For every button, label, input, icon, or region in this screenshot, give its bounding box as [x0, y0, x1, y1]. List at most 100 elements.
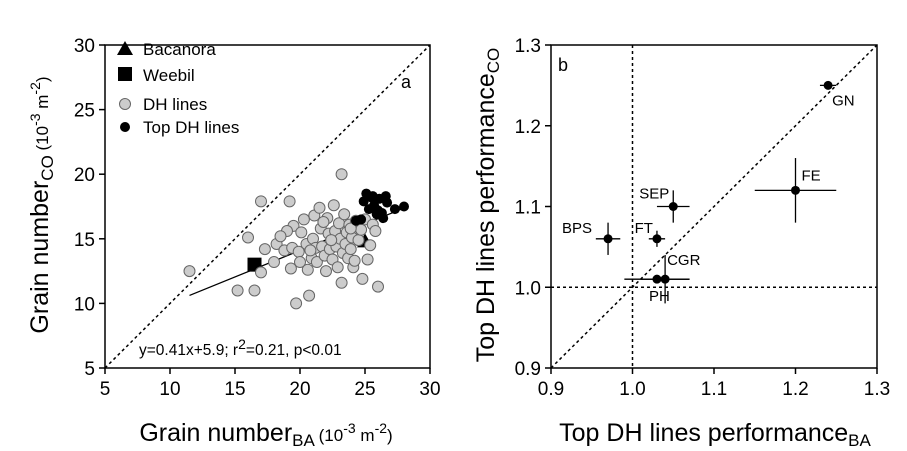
- dh-line-point: [352, 234, 365, 247]
- b-y-ticks: 0.9 1.0 1.1 1.2 1.3: [515, 36, 551, 380]
- a-one-to-one-dashed-line: [104, 44, 431, 369]
- dh-line-point: [303, 289, 316, 302]
- top-dh-line-point: [382, 197, 393, 208]
- b-reference-lines: [550, 44, 878, 369]
- dh-line-point: [295, 226, 308, 239]
- b-data-point: [652, 274, 662, 284]
- dh-line-point: [327, 199, 340, 212]
- dh-line-point: [335, 168, 348, 181]
- panel-a: 5 10 15 20 25 30 5 10 15 20 25 30 a Bacanora Weebi…: [26, 36, 441, 450]
- a-regression-annotation: y=0.41x+5.9; r2=0.21, p<0.01: [139, 336, 342, 359]
- b-y-tick-label: 1.0: [515, 278, 541, 299]
- b-y-tick-label: 1.2: [515, 117, 541, 138]
- b-data-point: [603, 234, 613, 244]
- a-x-tick-label: 10: [159, 379, 180, 400]
- top-dh-line-point: [399, 201, 409, 212]
- a-x-tick-label: 25: [354, 379, 375, 400]
- top-dh-line-point: [389, 204, 400, 215]
- top-dh-line-point: [367, 191, 378, 202]
- legend-label-weebil: Weebil: [143, 66, 195, 85]
- a-y-axis-label: Grain numberCO (10-3 m-2): [26, 76, 57, 333]
- dh-line-point: [255, 195, 267, 208]
- b-point-label: SEP: [639, 186, 669, 203]
- dh-line-point: [356, 272, 369, 285]
- top-dh-line-point: [358, 196, 369, 207]
- legend-marker-triangle: [117, 41, 133, 55]
- a-x-tick-label: 15: [224, 379, 245, 400]
- b-data-points: GN FE SEP FT BPS CGR PH: [562, 80, 855, 305]
- b-y-tick-label: 1.3: [515, 36, 541, 57]
- b-point-label: FE: [802, 167, 821, 184]
- dh-line-point: [310, 256, 323, 269]
- dh-line-point: [242, 231, 254, 244]
- dh-line-point: [338, 208, 351, 221]
- a-x-tick-label: 30: [419, 379, 440, 400]
- b-point-fe: FE: [754, 158, 837, 223]
- legend-label-bacanora: Bacanora: [143, 40, 216, 59]
- b-y-axis-label: Top DH lines performanceCO: [472, 48, 503, 363]
- b-point-ph: PH: [624, 274, 690, 305]
- top-dh-line-point: [356, 214, 367, 225]
- dh-line-point: [248, 284, 261, 297]
- dh-line-point: [290, 297, 303, 310]
- dh-line-point: [313, 201, 326, 214]
- legend-label-top-dh-lines: Top DH lines: [143, 118, 239, 137]
- dh-line-point: [355, 223, 368, 236]
- b-data-point: [652, 234, 662, 244]
- dh-line-point: [283, 195, 296, 208]
- b-x-axis-label: Top DH lines performanceBA: [559, 419, 871, 450]
- b-x-tick-label: 0.9: [538, 379, 564, 400]
- a-one-to-one-line: [104, 44, 431, 369]
- b-x-tick-label: 1.1: [701, 379, 727, 400]
- dh-line-point: [320, 265, 332, 278]
- dh-line-point: [344, 243, 357, 256]
- a-y-tick-label: 30: [74, 36, 95, 57]
- a-legend: Bacanora Weebil DH lines Top DH lines: [117, 40, 239, 137]
- b-point-label: BPS: [562, 220, 592, 237]
- dh-line-point: [183, 265, 196, 278]
- dh-line-point: [268, 256, 280, 269]
- a-x-axis-label: Grain numberBA (10-3 m-2): [139, 419, 392, 450]
- b-data-point: [668, 202, 678, 211]
- b-y-tick-label: 1.1: [515, 198, 541, 219]
- b-point-ft: FT: [635, 220, 666, 247]
- b-data-point: [791, 185, 800, 195]
- b-x-tick-label: 1.2: [782, 379, 808, 400]
- a-y-tick-label: 15: [74, 230, 95, 251]
- b-point-label: PH: [649, 288, 670, 305]
- dh-line-point: [255, 266, 267, 279]
- b-x-ticks: 0.9 1.0 1.1 1.2 1.3: [538, 368, 890, 400]
- dh-line-point: [231, 284, 244, 297]
- dh-line-point: [335, 276, 348, 289]
- dh-line-point: [258, 243, 271, 256]
- b-y-tick-label: 0.9: [515, 359, 541, 380]
- b-point-bps: BPS: [562, 220, 621, 255]
- a-y-tick-label: 25: [74, 101, 95, 122]
- a-y-tick-label: 10: [74, 294, 95, 315]
- b-x-tick-label: 1.3: [864, 379, 890, 400]
- b-one-to-one-dashed-line: [550, 44, 878, 369]
- legend-marker-grey-circle: [119, 98, 131, 110]
- dh-line-point: [372, 280, 384, 293]
- dh-line-point: [284, 262, 297, 275]
- dh-line-point: [317, 216, 330, 229]
- b-panel-label: b: [558, 55, 568, 75]
- a-data-points: [183, 168, 409, 310]
- dh-line-point: [301, 263, 314, 276]
- a-y-ticks: 5 10 15 20 25 30: [74, 36, 105, 380]
- b-point-gn: GN: [819, 80, 855, 109]
- dh-line-point: [344, 222, 357, 235]
- legend-marker-square: [118, 67, 132, 81]
- a-x-tick-label: 20: [289, 379, 310, 400]
- dh-line-point: [274, 230, 287, 243]
- b-point-label: CGR: [667, 252, 701, 269]
- legend-marker-black-circle: [120, 122, 130, 132]
- panel-b: GN FE SEP FT BPS CGR PH 0.9 1.0 1.1 1.2 1.3 0.9 1.0…: [472, 36, 890, 450]
- b-point-label: GN: [832, 92, 855, 109]
- dh-line-point: [331, 261, 344, 274]
- b-x-tick-label: 1.0: [619, 379, 645, 400]
- a-y-tick-label: 20: [74, 165, 95, 186]
- dh-line-point: [361, 253, 374, 266]
- dh-line-point: [348, 254, 361, 267]
- legend-label-dh-lines: DH lines: [143, 95, 207, 114]
